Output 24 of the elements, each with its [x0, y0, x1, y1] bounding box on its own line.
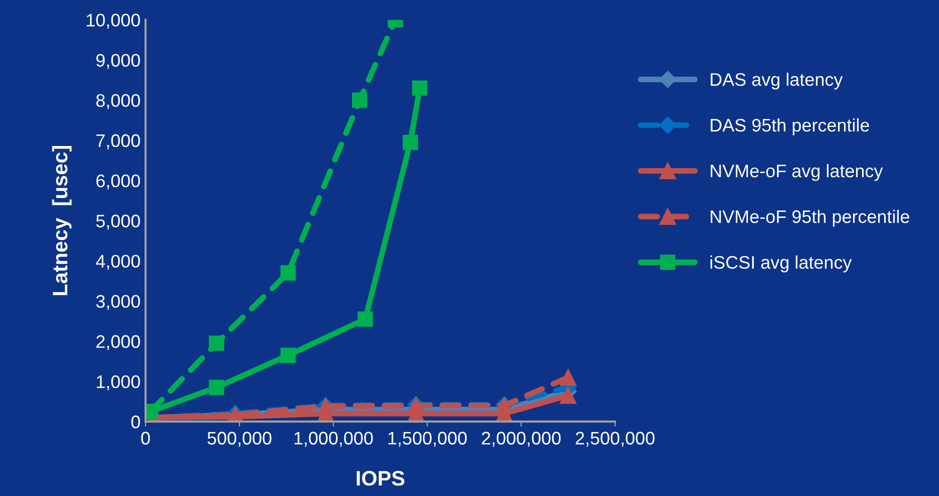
y-tick-label: 2,000: [96, 335, 140, 350]
y-tick-label: 8,000: [96, 94, 140, 110]
y-tick-label: 9,000: [96, 54, 140, 69]
x-tick-label: 2,500,000: [576, 432, 655, 447]
legend-label: DAS avg latency: [710, 72, 843, 90]
y-axis-title: Latnecy [usec]: [52, 146, 72, 296]
y-tick-label: 3,000: [96, 295, 140, 310]
y-tick-label: 6,000: [96, 174, 140, 190]
y-tick-label: 10,000: [86, 14, 140, 29]
legend-label: NVMe-oF 95th percentile: [710, 210, 910, 227]
x-tick-label: 1,500,000: [388, 432, 467, 447]
y-tick-label: 5,000: [96, 214, 140, 230]
legend-label: DAS 95th percentile: [710, 118, 870, 136]
x-tick-label: 0: [141, 432, 150, 445]
x-tick-label: 2,000,000: [482, 432, 561, 447]
x-tick-label: 1,000,000: [294, 432, 373, 447]
legend-label: iSCSI avg latency: [710, 256, 852, 272]
y-tick-label: 1,000: [96, 375, 140, 390]
y-tick-label: 0: [131, 416, 140, 428]
x-tick-label: 500,000: [208, 432, 272, 447]
y-tick-label: 4,000: [96, 254, 140, 270]
y-tick-label: 7,000: [96, 134, 140, 150]
x-axis-title: IOPS: [356, 470, 404, 486]
legend-label: NVMe-oF avg latency: [710, 164, 883, 181]
